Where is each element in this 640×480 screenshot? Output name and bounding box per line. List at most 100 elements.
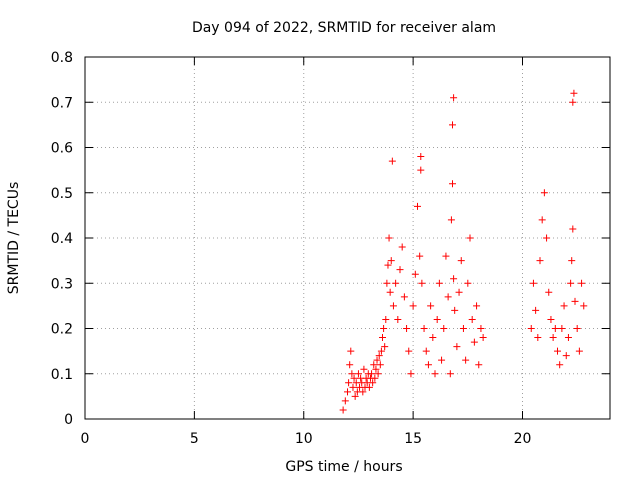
data-point xyxy=(416,252,424,260)
data-point xyxy=(380,325,388,332)
data-point xyxy=(568,257,576,265)
data-point xyxy=(536,257,544,265)
x-tick-label: 20 xyxy=(514,431,532,447)
y-tick-label: 0.1 xyxy=(51,367,73,383)
data-point xyxy=(477,325,485,332)
data-point xyxy=(382,315,390,323)
data-point xyxy=(468,315,476,323)
data-point xyxy=(388,157,396,165)
x-tick-label: 0 xyxy=(81,431,90,447)
x-tick-label: 5 xyxy=(190,431,199,447)
data-point xyxy=(354,370,362,378)
data-point xyxy=(446,370,454,378)
data-point xyxy=(350,374,358,382)
data-point xyxy=(549,334,557,342)
data-point xyxy=(449,121,456,129)
data-point xyxy=(435,279,443,287)
data-point xyxy=(450,94,458,102)
data-point xyxy=(571,297,579,305)
data-point xyxy=(427,302,435,310)
data-point xyxy=(532,306,540,314)
data-point xyxy=(370,361,378,369)
data-point xyxy=(444,293,452,301)
data-point xyxy=(376,361,384,369)
data-point xyxy=(351,392,359,400)
data-point xyxy=(398,243,406,251)
data-point xyxy=(470,338,478,346)
data-point xyxy=(403,325,411,332)
data-point xyxy=(529,279,537,287)
data-point xyxy=(372,365,380,373)
data-point xyxy=(400,293,408,301)
data-point xyxy=(442,252,450,260)
data-point xyxy=(580,302,588,310)
data-point xyxy=(418,279,426,287)
data-point xyxy=(377,347,385,355)
data-point xyxy=(453,343,461,351)
x-tick-label: 10 xyxy=(295,431,313,447)
data-point xyxy=(347,347,355,355)
data-point xyxy=(440,325,448,332)
data-point xyxy=(349,383,357,391)
data-point xyxy=(562,352,570,360)
data-point xyxy=(556,361,564,369)
data-point xyxy=(345,379,353,387)
data-point xyxy=(405,347,413,355)
data-point xyxy=(573,325,581,332)
data-point xyxy=(449,180,456,188)
y-tick-label: 0.4 xyxy=(51,231,73,247)
data-point xyxy=(420,325,428,332)
data-point xyxy=(543,234,551,242)
data-point xyxy=(359,388,367,396)
y-tick-label: 0.7 xyxy=(51,95,73,111)
data-point xyxy=(387,257,395,265)
data-point xyxy=(341,397,349,405)
data-point xyxy=(551,325,559,332)
data-point xyxy=(383,279,391,287)
data-point xyxy=(348,370,356,378)
x-tick-labels: 0 5 10 15 20 xyxy=(81,431,532,447)
data-point xyxy=(368,370,376,378)
data-point xyxy=(384,261,392,269)
data-point xyxy=(540,189,548,197)
y-tick-label: 0.8 xyxy=(51,50,73,66)
data-point xyxy=(431,370,439,378)
data-point xyxy=(459,325,467,332)
data-point xyxy=(466,234,474,242)
data-point xyxy=(409,302,417,310)
data-point xyxy=(389,302,397,310)
y-tick-label: 0.2 xyxy=(51,322,73,338)
data-point xyxy=(414,202,421,210)
data-point xyxy=(396,266,404,274)
data-point xyxy=(534,334,542,342)
data-point xyxy=(475,361,483,369)
data-point xyxy=(447,216,455,224)
x-axis-label: GPS time / hours xyxy=(285,459,402,475)
y-tick-label: 0.5 xyxy=(51,186,73,202)
data-point xyxy=(394,315,402,323)
y-tick-label: 0.3 xyxy=(51,276,73,292)
chart-title: Day 094 of 2022, SRMTID for receiver ala… xyxy=(192,20,496,36)
data-point xyxy=(344,388,351,396)
data-point xyxy=(375,352,383,360)
data-point xyxy=(386,288,394,296)
data-point xyxy=(570,89,578,97)
data-point xyxy=(373,356,381,364)
data-point xyxy=(339,406,347,414)
data-point xyxy=(569,98,577,106)
data-point xyxy=(547,315,555,323)
data-point xyxy=(569,225,577,233)
y-tick-labels: 0 0.1 0.2 0.3 0.4 0.5 0.6 0.7 0.8 xyxy=(51,50,73,428)
data-point xyxy=(424,361,432,369)
data-point xyxy=(379,334,386,342)
data-point xyxy=(451,306,459,314)
data-point xyxy=(455,288,463,296)
plot-frame xyxy=(84,56,611,420)
data-point xyxy=(479,334,487,342)
data-point xyxy=(385,234,393,242)
data-point xyxy=(545,288,553,296)
data-point xyxy=(381,343,389,351)
data-point xyxy=(417,153,425,161)
data-point xyxy=(538,216,546,224)
y-axis-label: SRMTID / TECUs xyxy=(6,182,22,295)
